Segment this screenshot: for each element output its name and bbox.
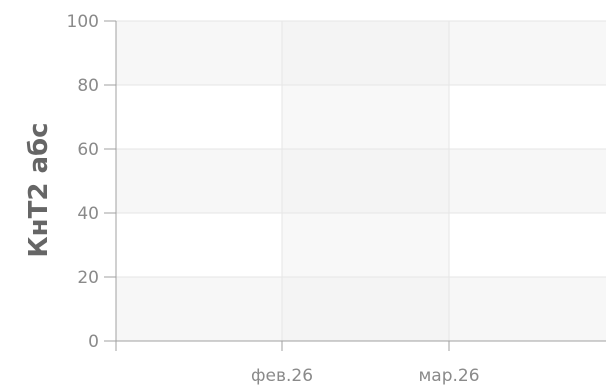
y-tick-label: 0 (88, 332, 99, 352)
y-tick-label: 40 (77, 204, 99, 224)
y-axis-ticks: 0 20 40 60 80 100 (67, 12, 116, 352)
y-tick-label: 80 (77, 76, 99, 96)
x-axis-ticks: фев.26 мар.26 (115, 341, 480, 386)
plot-background (116, 21, 606, 341)
y-tick-label: 100 (67, 12, 99, 32)
x-tick-label: фев.26 (251, 366, 313, 386)
y-tick-label: 60 (77, 140, 99, 160)
plot-vband (282, 21, 449, 341)
y-tick-label: 20 (77, 268, 99, 288)
y-axis-label: КнТ2 абс (24, 122, 54, 257)
axes (115, 21, 606, 342)
x-tick-label: мар.26 (418, 366, 479, 386)
